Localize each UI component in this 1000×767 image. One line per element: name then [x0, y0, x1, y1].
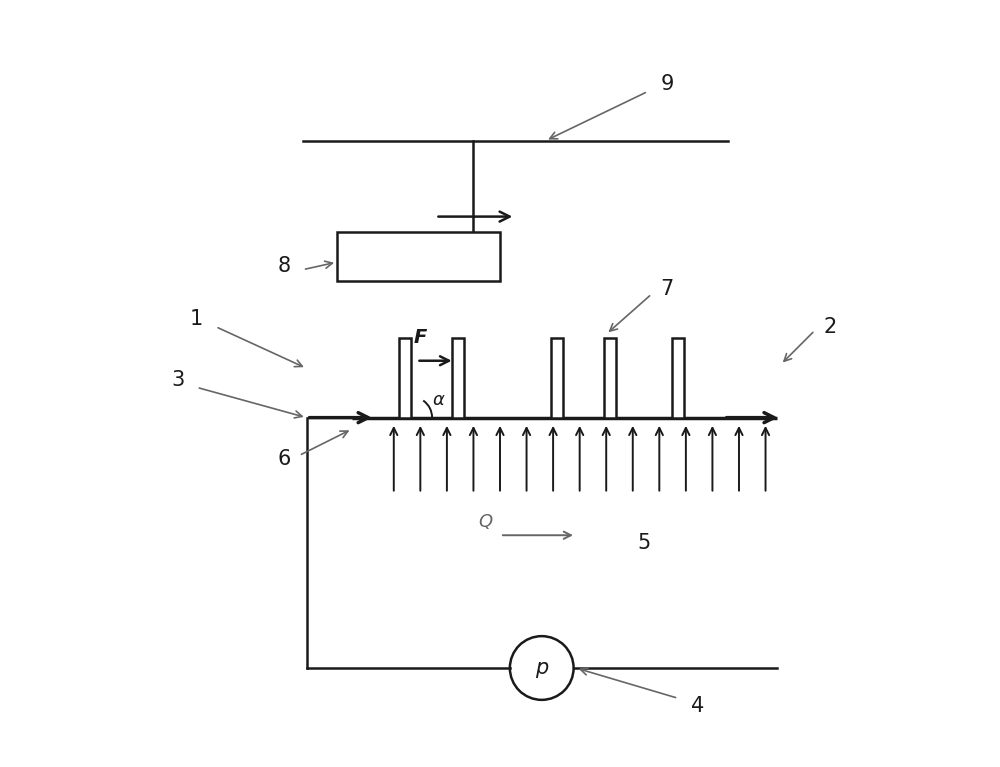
Text: 3: 3	[171, 370, 184, 390]
Text: 9: 9	[660, 74, 674, 94]
Text: S: S	[472, 245, 490, 268]
Text: 7: 7	[660, 278, 674, 298]
Text: p: p	[535, 658, 548, 678]
Bar	[551, 338, 563, 418]
Bar	[337, 232, 500, 281]
Text: 6: 6	[277, 449, 290, 469]
Bar	[399, 338, 411, 418]
Bar	[672, 338, 684, 418]
Text: $\boldsymbol{F}$: $\boldsymbol{F}$	[413, 328, 428, 347]
Text: Q: Q	[478, 513, 492, 532]
Bar	[604, 338, 616, 418]
Text: $\alpha$: $\alpha$	[432, 390, 446, 409]
Text: 8: 8	[277, 256, 290, 276]
Bar	[452, 338, 464, 418]
Text: 5: 5	[638, 533, 651, 553]
Text: 2: 2	[823, 317, 837, 337]
Text: 4: 4	[691, 696, 704, 716]
Text: N: N	[346, 245, 366, 268]
Text: 1: 1	[190, 309, 203, 329]
